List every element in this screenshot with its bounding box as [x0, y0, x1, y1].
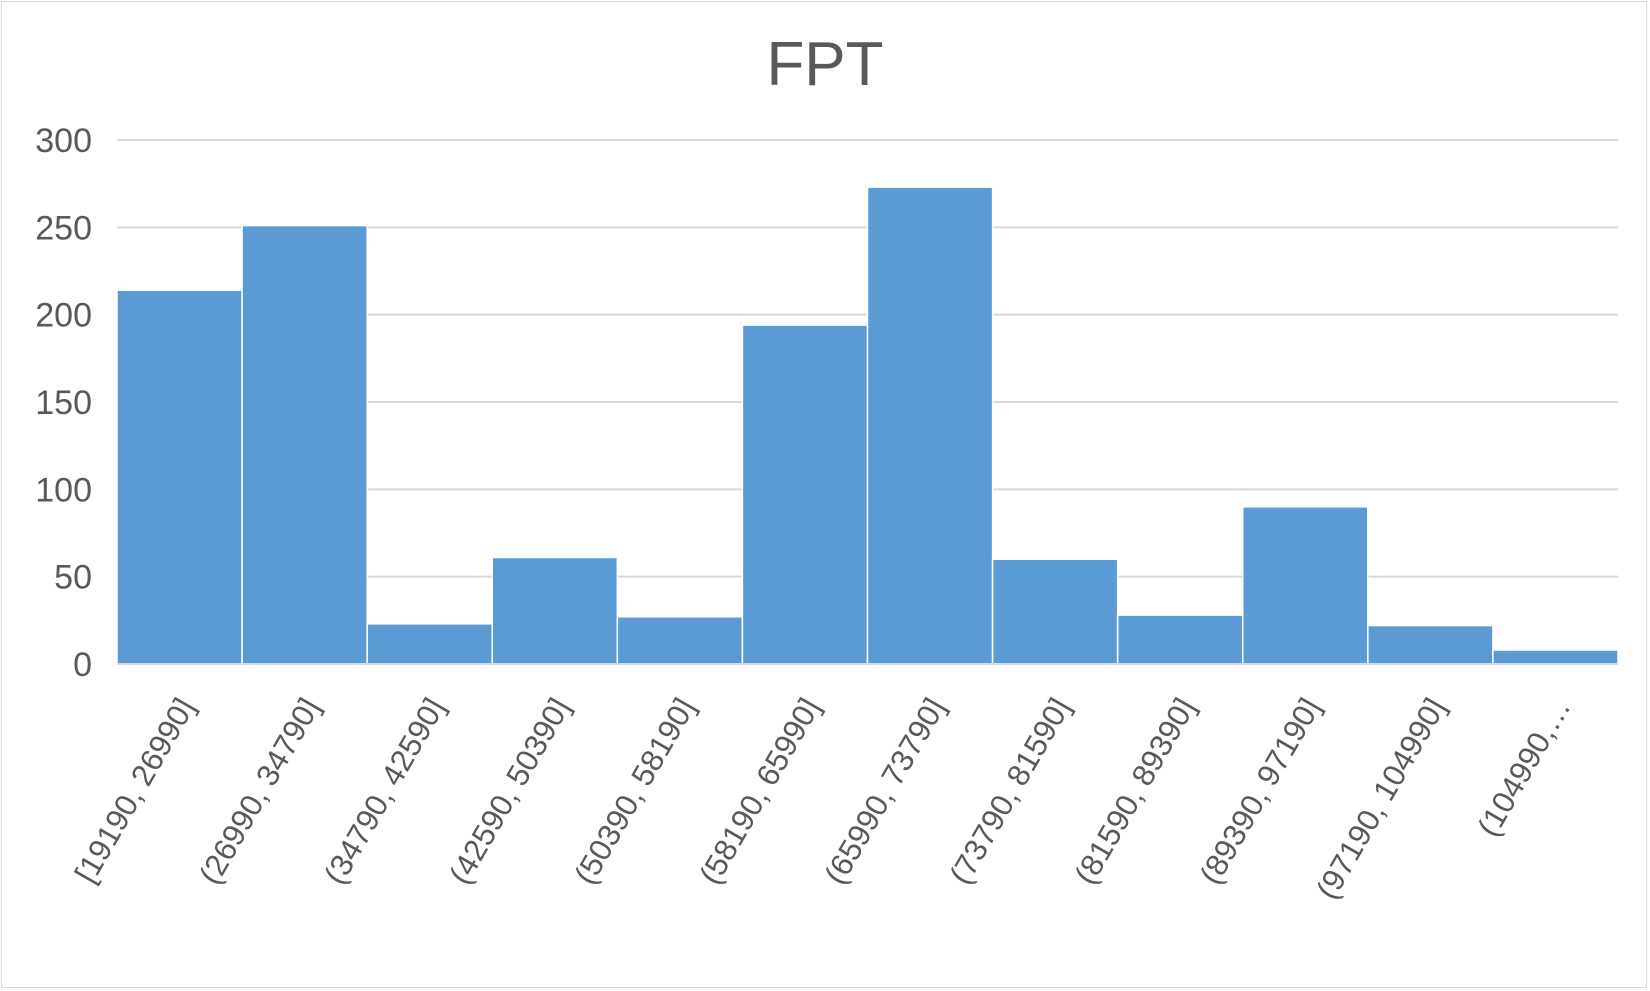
- histogram-bar: [116, 289, 243, 665]
- chart-title: FPT: [766, 30, 883, 99]
- x-tick-label: (42590, 50390]: [442, 692, 577, 890]
- histogram-bar: [991, 558, 1119, 665]
- histogram-bar: [1116, 614, 1244, 665]
- x-tick-label: (97190, 104990]: [1309, 692, 1452, 905]
- x-tick-label: (50390, 58190]: [567, 692, 702, 890]
- y-axis-ticks: 0 50 100 150 200 250 300: [35, 122, 92, 684]
- x-tick-label: (104990,…: [1471, 692, 1578, 842]
- x-tick-label: (81590, 89390]: [1068, 692, 1203, 890]
- histogram-bar: [1367, 624, 1494, 665]
- histogram-bar: [866, 186, 994, 665]
- x-tick-label: (73790, 81590]: [943, 692, 1078, 890]
- y-tick-label: 150: [35, 384, 92, 422]
- x-tick-label: [19190, 26990]: [68, 692, 202, 889]
- histogram-bar: [1492, 649, 1619, 665]
- x-tick-label: (89390, 97190]: [1193, 692, 1328, 890]
- x-tick-label: (65990, 73790]: [818, 692, 953, 890]
- y-tick-label: 250: [35, 209, 92, 247]
- x-tick-label: (26990, 34790]: [192, 692, 327, 890]
- y-tick-label: 200: [35, 297, 92, 335]
- x-tick-label: (58190, 65990]: [692, 692, 827, 890]
- histogram-bar: [491, 556, 619, 665]
- histogram-bar: [241, 224, 368, 665]
- y-tick-label: 300: [35, 122, 92, 160]
- histogram-bar: [366, 623, 493, 665]
- x-tick-label: (34790, 42590]: [317, 692, 452, 890]
- histogram-bar: [616, 616, 744, 665]
- histogram-bar: [741, 324, 869, 665]
- y-tick-label: 0: [73, 646, 92, 684]
- y-tick-label: 50: [54, 559, 92, 597]
- x-axis-ticks: [19190, 26990](26990, 34790](34790, 4259…: [68, 692, 1578, 905]
- y-tick-label: 100: [35, 471, 92, 509]
- bars: [116, 186, 1619, 665]
- histogram-bar: [1242, 506, 1369, 665]
